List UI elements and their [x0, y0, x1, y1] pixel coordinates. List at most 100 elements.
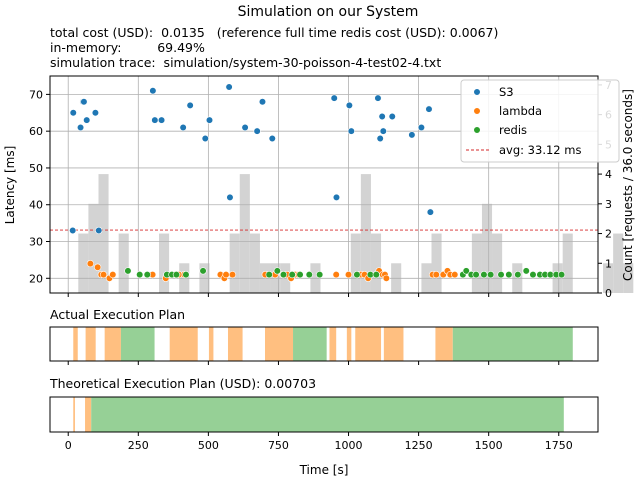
histogram-bar	[98, 174, 109, 293]
point-s3	[268, 134, 276, 143]
info-line-cost: total cost (USD): 0.0135 (reference full…	[50, 25, 498, 40]
point-redis	[529, 271, 537, 279]
histogram-bar	[78, 233, 89, 293]
x-axis-label: Time [s]	[299, 463, 349, 477]
point-lambda	[86, 259, 94, 268]
point-s3	[151, 116, 159, 124]
point-redis	[288, 271, 296, 279]
plan-segment-redis	[91, 397, 564, 432]
point-s3	[379, 127, 387, 135]
y-tick-label: 40	[29, 199, 43, 212]
x-tick-label: 0	[65, 439, 72, 452]
point-redis	[136, 271, 144, 279]
y-axis-label: Latency [ms]	[3, 146, 17, 225]
y-tick-label: 30	[29, 236, 43, 249]
latency-points	[69, 83, 566, 282]
point-s3	[226, 193, 234, 201]
legend-marker-redis	[473, 126, 481, 134]
plan-segment-lambda	[435, 327, 453, 361]
info-line-trace: simulation trace: simulation/system-30-p…	[50, 55, 441, 70]
legend-label-s3: S3	[499, 85, 514, 99]
point-lambda	[99, 271, 108, 279]
point-redis	[514, 271, 522, 279]
legend-marker-lambda	[473, 107, 481, 115]
latency-plot-frame	[49, 75, 599, 294]
point-redis	[522, 267, 530, 275]
grid	[50, 76, 598, 293]
plan-segment-lambda	[73, 397, 75, 432]
point-redis	[172, 271, 181, 279]
histogram-bar	[603, 263, 614, 293]
point-lambda	[222, 271, 230, 279]
histogram-bar	[229, 233, 240, 293]
point-redis	[497, 271, 505, 279]
plan-segment-lambda	[227, 327, 243, 361]
theoretical-plan-frame	[49, 396, 599, 433]
histogram-bar	[562, 233, 573, 293]
point-s3	[201, 134, 209, 143]
point-redis	[199, 267, 207, 275]
y-tick-label: 50	[29, 162, 43, 175]
point-s3	[83, 116, 91, 124]
point-lambda	[94, 263, 102, 271]
plan-segment-redis	[452, 327, 573, 361]
legend: S3 lambda redis avg: 33.12 ms	[460, 79, 620, 163]
point-s3	[345, 101, 353, 110]
y2-tick-label: 1	[605, 257, 612, 270]
point-s3	[426, 208, 434, 216]
x-axis-ticks: 0 250 500 750 1000 1250 1500 1750	[65, 439, 573, 452]
histogram-bar	[118, 233, 129, 293]
plan-segment-lambda	[169, 327, 198, 361]
plan-segment-lambda	[346, 327, 352, 361]
point-redis	[472, 271, 480, 279]
point-s3	[408, 131, 416, 139]
point-redis	[305, 271, 313, 279]
point-s3	[258, 98, 267, 106]
plan-segment-lambda	[329, 327, 337, 361]
y2-tick-label: 0	[605, 287, 612, 300]
point-s3	[69, 109, 77, 117]
actual-plan-frame	[49, 326, 599, 362]
histogram-bar	[613, 233, 624, 293]
point-s3	[425, 105, 433, 113]
plan-segment-redis	[293, 327, 327, 361]
histogram-bar	[471, 233, 482, 293]
point-s3	[376, 134, 384, 143]
point-redis	[273, 267, 281, 275]
point-redis	[182, 271, 190, 279]
point-lambda	[451, 271, 459, 279]
actual-plan-title: Actual Execution Plan	[50, 307, 185, 322]
point-s3	[205, 116, 214, 124]
point-lambda	[344, 271, 353, 279]
legend-label-redis: redis	[499, 123, 527, 137]
histogram-bar	[481, 203, 493, 293]
histogram-bar	[249, 233, 260, 293]
y2-tick-label: 4	[605, 168, 612, 181]
point-s3	[95, 226, 103, 235]
point-s3	[225, 83, 233, 91]
point-redis	[143, 271, 151, 279]
x-tick-label: 1500	[475, 439, 503, 452]
point-s3	[330, 94, 338, 102]
point-redis	[279, 271, 288, 279]
legend-label-lambda: lambda	[499, 104, 542, 118]
histogram-bar	[370, 233, 382, 293]
point-redis	[124, 267, 132, 275]
plan-segment-lambda	[104, 327, 121, 361]
histogram-bar	[360, 174, 371, 293]
histogram-bar	[159, 233, 170, 293]
plan-segment-lambda	[264, 327, 294, 361]
y-axis-ticks: 20 30 40 50 60 70	[29, 88, 50, 285]
point-redis	[265, 271, 273, 279]
point-redis	[296, 271, 304, 279]
point-lambda	[332, 271, 340, 279]
point-s3	[157, 116, 166, 124]
point-s3	[378, 112, 386, 121]
point-s3	[388, 112, 396, 121]
info-line-memory: in-memory: 69.49%	[50, 40, 205, 55]
point-s3	[186, 101, 194, 110]
x-tick-label: 1000	[335, 439, 363, 452]
point-s3	[149, 87, 157, 95]
